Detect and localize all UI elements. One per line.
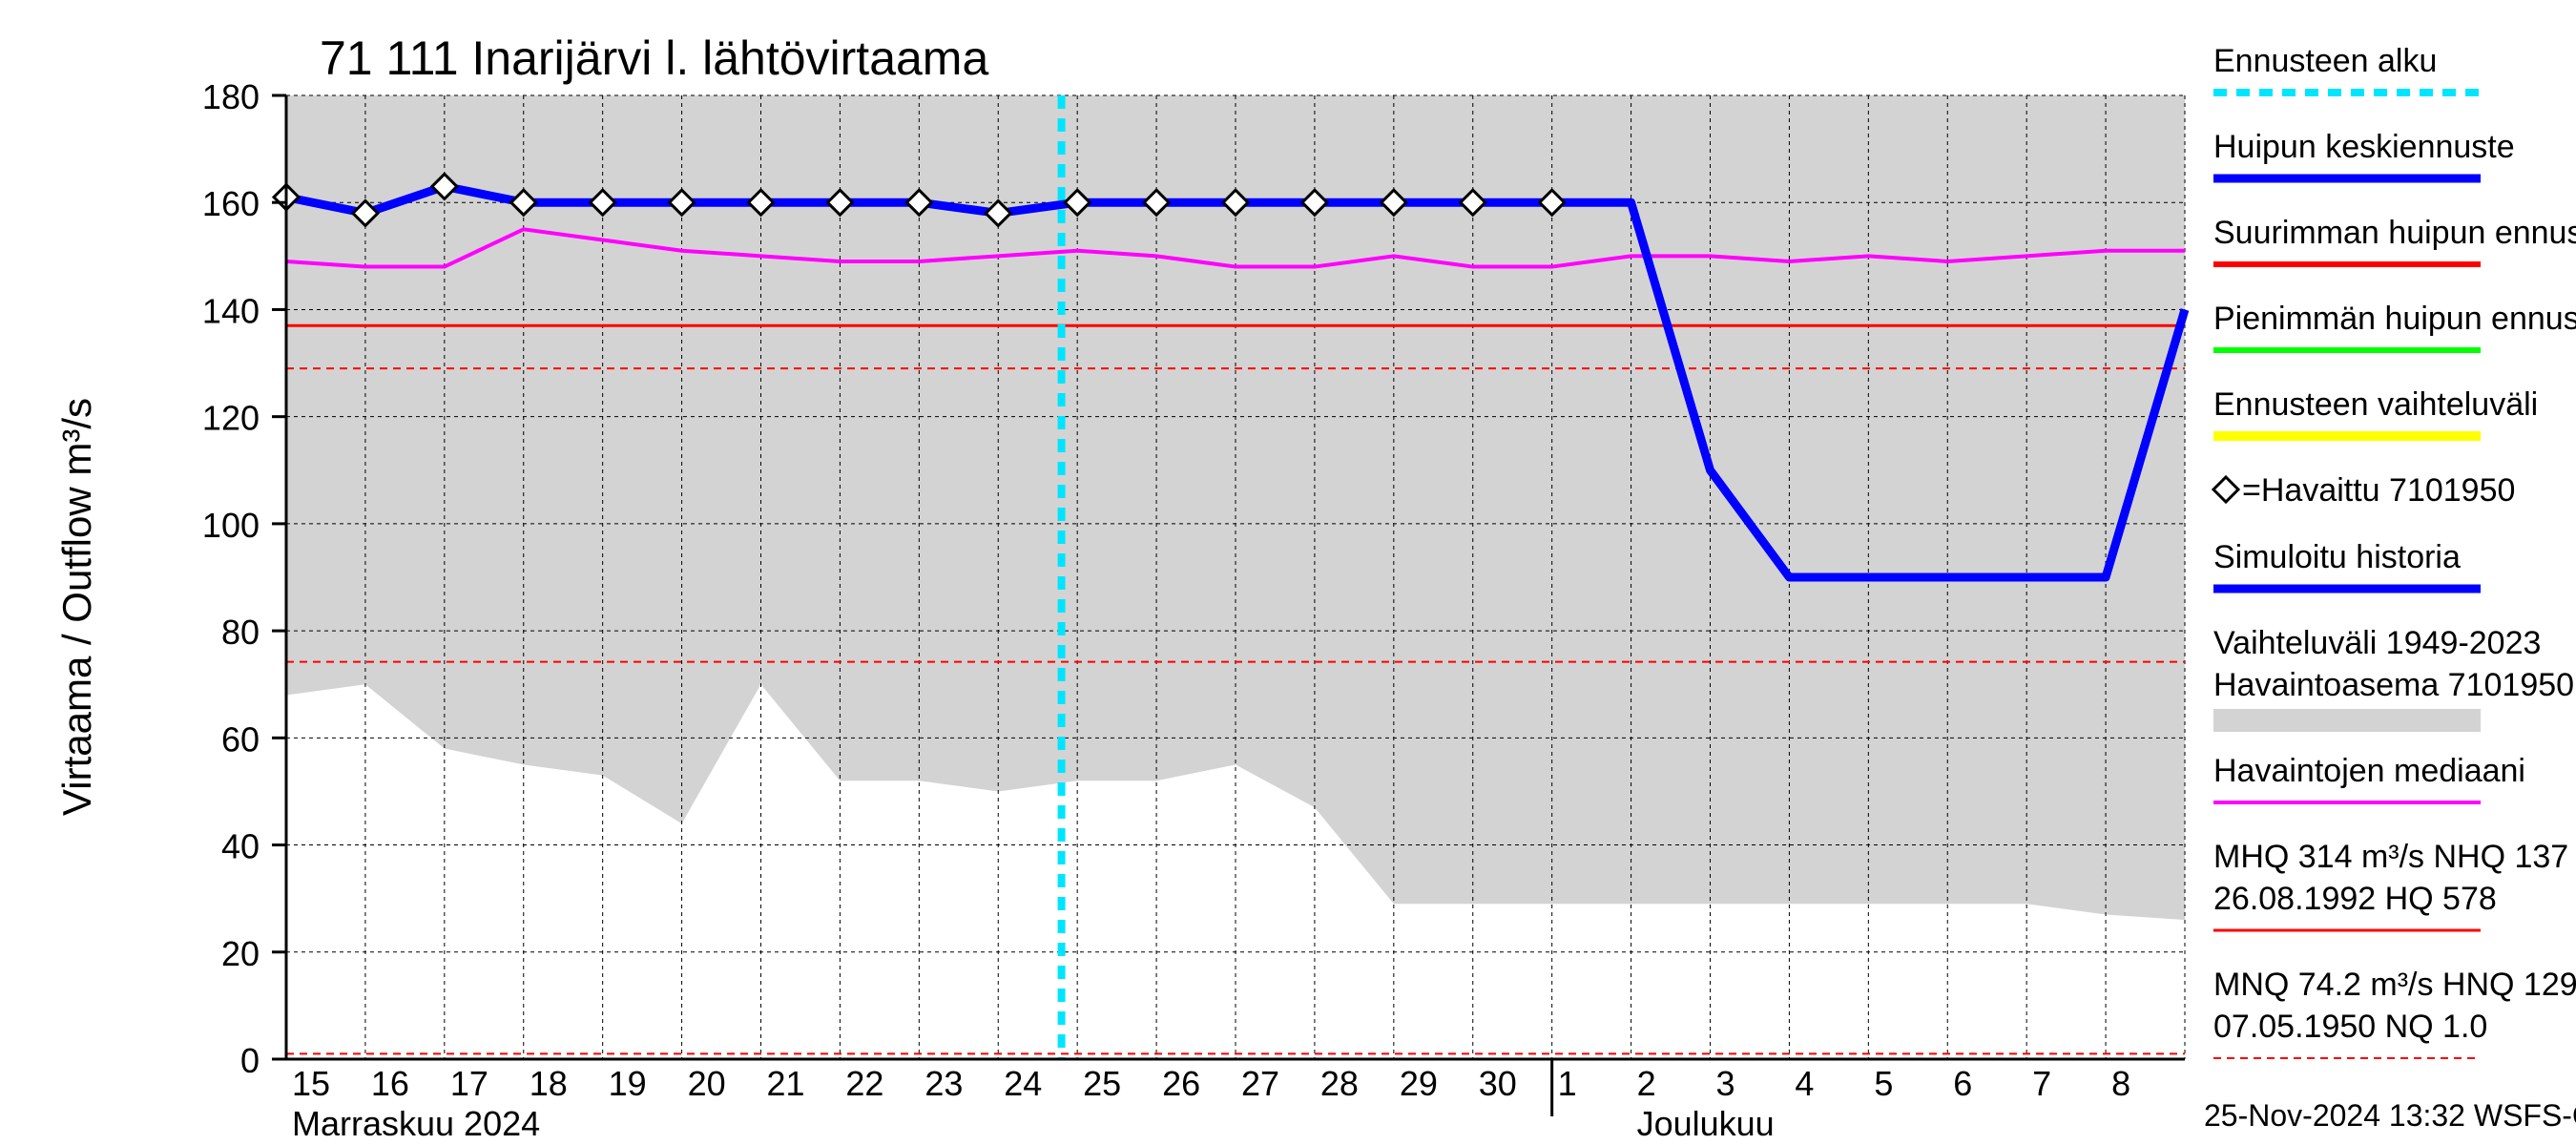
legend-label: MHQ 314 m³/s NHQ 137 [2213,839,2568,875]
x-tick-label: 29 [1400,1064,1438,1103]
x-tick-label: 6 [1953,1064,1972,1103]
y-tick-label: 80 [221,613,260,652]
y-tick-label: 0 [240,1041,260,1080]
y-tick-label: 180 [202,77,260,116]
x-tick-label: 15 [292,1064,330,1103]
legend-label: Vaihteluväli 1949-2023 [2213,625,2541,661]
legend-label: =Havaittu 7101950 [2242,472,2515,509]
legend-label: 26.08.1992 HQ 578 [2213,881,2497,917]
x-tick-label: 5 [1874,1064,1893,1103]
legend-label: MNQ 74.2 m³/s HNQ 129 [2213,967,2576,1003]
x-tick-label: 23 [924,1064,963,1103]
legend-label: Havaintojen mediaani [2213,753,2525,789]
x-tick-label: 7 [2032,1064,2051,1103]
y-tick-label: 140 [202,291,260,330]
x-tick-label: 21 [767,1064,805,1103]
x-tick-label: 2 [1637,1064,1656,1103]
x-tick-label: 24 [1004,1064,1042,1103]
x-tick-label: 4 [1795,1064,1814,1103]
hydrograph-chart: 0204060801001201401601801516171819202122… [0,0,2576,1145]
x-tick-label: 19 [609,1064,647,1103]
x-tick-label: 25 [1083,1064,1121,1103]
y-tick-label: 100 [202,506,260,545]
y-tick-label: 160 [202,184,260,223]
x-tick-label: 1 [1558,1064,1577,1103]
x-tick-label: 26 [1162,1064,1200,1103]
x-tick-label: 8 [2111,1064,2130,1103]
footer-timestamp: 25-Nov-2024 13:32 WSFS-O [2204,1098,2576,1133]
x-tick-label: 28 [1320,1064,1359,1103]
x-tick-label: 30 [1479,1064,1517,1103]
y-tick-label: 40 [221,827,260,866]
y-axis-label: Virtaama / Outflow m³/s [54,398,99,816]
legend-label: Ennusteen alku [2213,43,2437,79]
legend-label: 07.05.1950 NQ 1.0 [2213,1009,2487,1045]
legend-label: Suurimman huipun ennuste [2213,215,2576,251]
x-tick-label: 27 [1241,1064,1279,1103]
x-tick-label: 17 [450,1064,488,1103]
month1-fi: Marraskuu 2024 [292,1104,540,1143]
legend-label: Ennusteen vaihteluväli [2213,386,2538,423]
x-tick-label: 18 [530,1064,568,1103]
month2-fi: Joulukuu [1637,1104,1775,1143]
x-tick-label: 3 [1716,1064,1735,1103]
x-tick-label: 16 [371,1064,409,1103]
x-tick-label: 20 [688,1064,726,1103]
legend-label: Pienimmän huipun ennuste [2213,301,2576,337]
chart-title: 71 111 Inarijärvi l. lähtövirtaama [320,31,988,85]
chart-container: { "chart": { "type": "line", "title": "7… [0,0,2576,1145]
legend-label: Simuloitu historia [2213,539,2461,575]
legend-label: Huipun keskiennuste [2213,129,2515,165]
legend-label: Havaintoasema 7101950 [2213,667,2574,703]
y-tick-label: 20 [221,934,260,973]
y-tick-label: 120 [202,399,260,438]
x-tick-label: 22 [845,1064,883,1103]
y-tick-label: 60 [221,719,260,759]
legend-swatch [2213,709,2481,732]
